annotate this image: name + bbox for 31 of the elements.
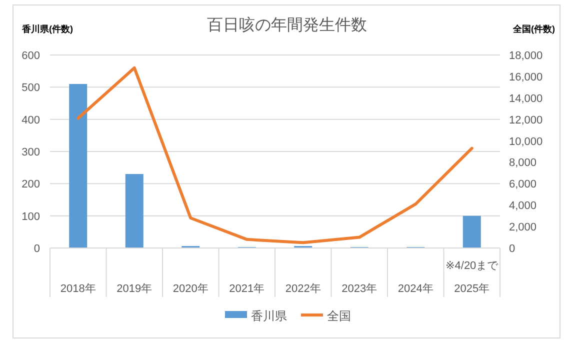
- x-tick-label: 2020年: [172, 283, 208, 295]
- y-tick-label: 100: [22, 210, 40, 223]
- x-tick-label: 2022年: [285, 283, 321, 295]
- x-tick-label: 2024年: [398, 283, 434, 295]
- text: ※4/20まで: [446, 260, 500, 272]
- y2-tick-label: 6,000: [509, 178, 537, 191]
- y2-tick-label: 0: [509, 243, 516, 255]
- y-tick-label: 500: [22, 82, 40, 94]
- y-tick-label: 200: [22, 178, 40, 191]
- y2-tick-label: 8,000: [509, 157, 537, 170]
- y2-tick-label: 18,000: [509, 50, 543, 62]
- y-tick-label: 400: [22, 114, 40, 126]
- y-axis-title: 香川県(件数): [21, 24, 73, 34]
- y-tick-label: 0: [34, 243, 40, 255]
- y2-tick-label: 14,000: [509, 92, 543, 105]
- chart-title: 百日咳の年間発生件数: [207, 16, 367, 34]
- y-tick-label: 600: [22, 50, 40, 62]
- x-tick-label: 2019年: [116, 283, 152, 295]
- y2-tick-label: 16,000: [509, 71, 543, 84]
- legend-label: 全国: [327, 309, 351, 323]
- y2-tick-label: 12,000: [509, 114, 543, 126]
- y2-axis-title: 全国(件数): [512, 24, 555, 34]
- y-tick-label: 300: [22, 146, 40, 158]
- legend-label: 香川県: [251, 309, 287, 323]
- y2-tick-label: 2,000: [509, 222, 537, 234]
- y2-tick-label: 10,000: [509, 136, 543, 148]
- x-tick-label: 2023年: [342, 283, 378, 295]
- x-tick-label: 2021年: [229, 283, 265, 295]
- x-tick-label: 2018年: [60, 283, 96, 295]
- x-tick-label: 2025年: [454, 283, 490, 295]
- y2-tick-label: 4,000: [509, 200, 537, 212]
